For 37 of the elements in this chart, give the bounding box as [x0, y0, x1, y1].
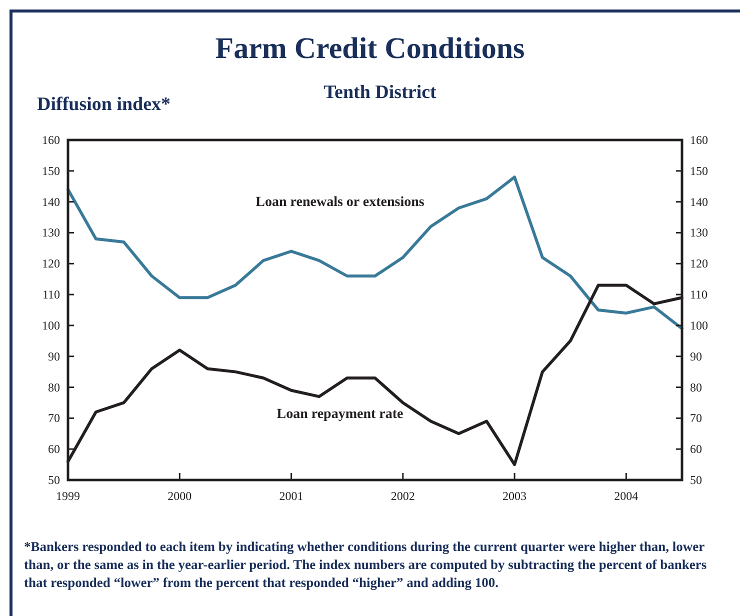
y2-tick-label: 120 [690, 256, 708, 271]
y-tick-label: 160 [42, 133, 60, 147]
y2-tick-label: 100 [690, 318, 708, 332]
y2-tick-label: 110 [690, 288, 708, 302]
y2-tick-label: 140 [690, 194, 708, 209]
y-tick-label: 90 [48, 349, 60, 364]
chart-title: Farm Credit Conditions [215, 32, 525, 65]
text: *Bankers responded to each item by indicating whether conditions during the current quarter were higher than, lower than, or the same as in the year-earlier period. The index numbers are computed by subtracting the percent of bankers that responded “lower” from the percent that responded “higher” and adding 100. [24, 538, 708, 592]
y-tick-label: 70 [48, 411, 60, 426]
y-tick-label: 110 [42, 288, 60, 302]
y2-tick-label: 130 [690, 226, 708, 240]
x-tick-label: 2003 [502, 489, 527, 503]
y-tick-label: 130 [42, 226, 60, 240]
y-tick-label: 80 [48, 380, 60, 394]
series-label: Loan repayment rate [276, 407, 404, 422]
series-label: Loan renewals or extensions [256, 195, 425, 210]
x-tick-label: 2000 [168, 489, 192, 503]
y-tick-label: 150 [42, 164, 60, 178]
y-tick-label: 60 [48, 442, 60, 456]
y-tick-label: 120 [42, 256, 60, 271]
y-tick-label: 140 [42, 194, 60, 209]
x-tick-label: 2001 [279, 489, 304, 503]
y2-tick-label: 50 [690, 473, 702, 487]
y-tick-label: 50 [48, 473, 60, 487]
x-tick-label: 1999 [56, 489, 80, 503]
y2-tick-label: 60 [690, 442, 702, 456]
y2-tick-label: 90 [690, 349, 702, 364]
y2-tick-label: 150 [690, 164, 708, 178]
x-tick-label: 2004 [614, 489, 638, 503]
y-tick-label: 100 [42, 318, 60, 332]
line-series [66, 176, 684, 330]
y2-tick-label: 80 [690, 380, 702, 394]
y2-tick-label: 70 [690, 411, 702, 426]
x-tick-label: 2002 [390, 489, 415, 503]
chart-subtitle: Tenth District [324, 82, 438, 103]
y-axis-title: Diffusion index* [37, 94, 171, 115]
y2-tick-label: 160 [690, 133, 708, 147]
